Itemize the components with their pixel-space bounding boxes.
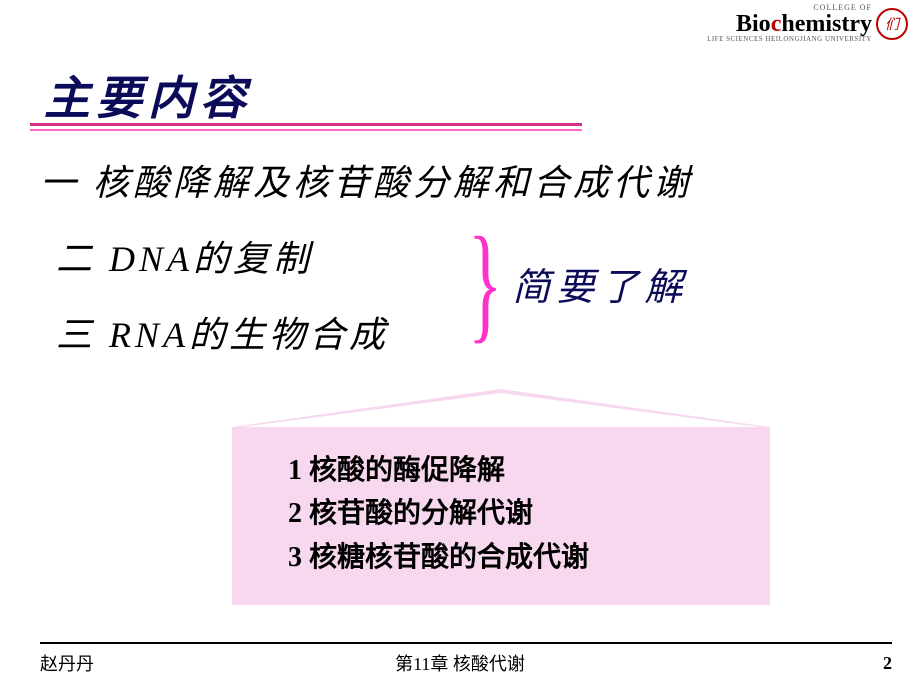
seal-glyph: 们 [885, 14, 899, 34]
title-underline [30, 123, 582, 131]
footer-rule [40, 642, 892, 644]
subsection-2: 2 核苷酸的分解代谢 [288, 492, 740, 535]
seal-icon: 们 [876, 8, 908, 40]
slide-title: 主要内容 [44, 62, 252, 128]
logo-text-block: COLLEGE OF Biochemistry LIFE SCIENCES HE… [707, 4, 872, 43]
footer-row: 赵丹丹 第11章 核酸代谢 2 [40, 650, 892, 676]
callout-box: 1 核酸的酶促降解 2 核苷酸的分解代谢 3 核糖核苷酸的合成代谢 [232, 387, 770, 605]
rule-bottom [30, 129, 582, 131]
rule-top [30, 123, 582, 126]
footer-chapter: 第11章 核酸代谢 [395, 650, 525, 676]
outline-item-3: 三 RNA的生物合成 [40, 306, 860, 358]
subsection-box: 1 核酸的酶促降解 2 核苷酸的分解代谢 3 核糖核苷酸的合成代谢 [232, 427, 770, 605]
outline-item-2: 二 DNA的复制 [40, 230, 860, 282]
curly-brace-icon: } [468, 228, 502, 338]
logo-sub-label: LIFE SCIENCES HEILONGJIANG UNIVERSITY [707, 36, 872, 43]
subsection-3: 3 核糖核苷酸的合成代谢 [288, 536, 740, 579]
footer-author: 赵丹丹 [40, 650, 94, 676]
arrow-up-icon [232, 387, 770, 427]
subsection-1: 1 核酸的酶促降解 [288, 449, 740, 492]
outline-item-1: 一 核酸降解及核苷酸分解和合成代谢 [40, 154, 860, 206]
footer-page-number: 2 [883, 653, 892, 674]
brace-label: 简要了解 [512, 256, 688, 311]
logo-accent-c: c [771, 11, 782, 37]
outline-list: 一 核酸降解及核苷酸分解和合成代谢 二 DNA的复制 三 RNA的生物合成 [40, 154, 860, 382]
logo-main-word: Biochemistry [707, 12, 872, 36]
header-logo: COLLEGE OF Biochemistry LIFE SCIENCES HE… [707, 4, 908, 43]
logo-post: hemistry [781, 11, 872, 37]
logo-pre: Bio [736, 11, 771, 37]
brace-group: } 简要了解 [454, 228, 688, 338]
slide-footer: 赵丹丹 第11章 核酸代谢 2 [0, 642, 920, 676]
